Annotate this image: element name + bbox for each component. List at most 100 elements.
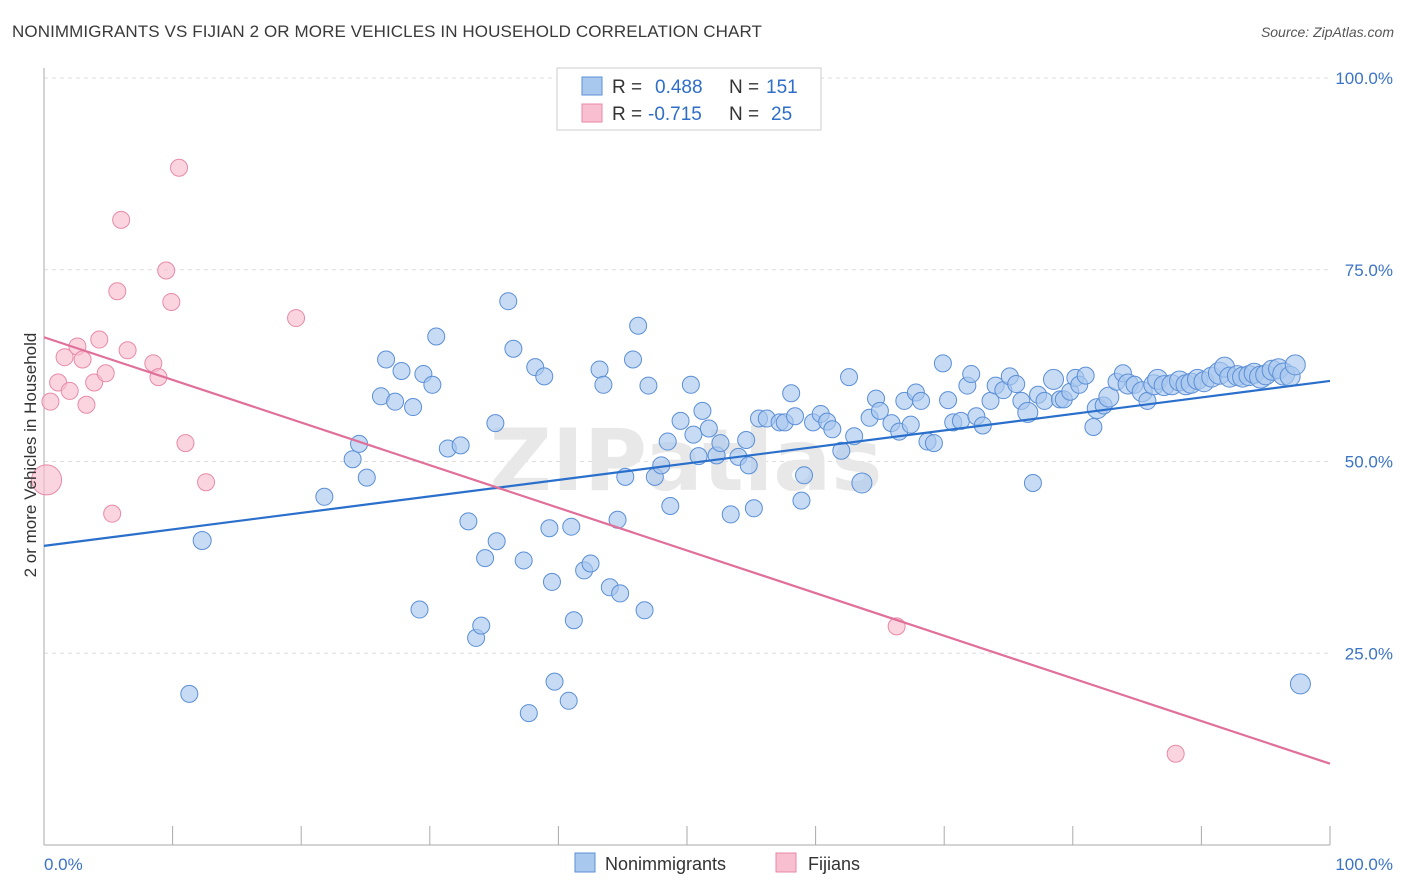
source-label: Source: ZipAtlas.com	[1260, 24, 1394, 40]
y-tick-label-25: 25.0%	[1345, 644, 1393, 663]
nonimmigrants-point-17	[459, 512, 478, 531]
nonimmigrants-point-51	[671, 411, 690, 430]
nonimmigrants-point-96	[962, 365, 981, 384]
nonimmigrants-point-75	[823, 420, 842, 439]
nonimmigrants-point-71	[795, 466, 814, 485]
legend-r-value-1: -0.715	[648, 104, 702, 125]
nonimmigrants-point-16	[451, 436, 470, 455]
nonimmigrants-point-21	[487, 532, 506, 551]
nonimmigrants-point-68	[782, 384, 801, 403]
nonimmigrants-point-55	[693, 401, 712, 420]
legend-n-value-0: 151	[766, 77, 798, 98]
nonimmigrants-point-23	[499, 292, 518, 311]
nonimmigrants-point-119	[1098, 386, 1120, 408]
nonimmigrants-point-7	[377, 350, 396, 369]
axes	[43, 68, 1331, 846]
nonimmigrants-point-86	[901, 415, 920, 434]
nonimmigrants-point-38	[594, 375, 613, 394]
legend-n-label-0: N =	[729, 77, 759, 98]
fijians-point-1	[41, 392, 60, 411]
bottom-legend-label-fijians: Fijians	[808, 854, 860, 874]
fijians-point-22	[287, 309, 306, 328]
bottom-legend-swatch-fijians	[775, 852, 797, 873]
nonimmigrants-point-63	[744, 499, 763, 518]
nonimmigrants-point-44	[629, 316, 648, 335]
nonimmigrants-point-13	[423, 375, 442, 394]
fijians-point-12	[108, 282, 127, 301]
fijians-point-9	[90, 330, 109, 349]
legend-r-label-0: R =	[612, 77, 642, 98]
nonimmigrants-point-50	[661, 496, 680, 515]
nonimmigrants-point-92	[939, 391, 958, 410]
bottom-legend-swatch-nonimmigrants	[574, 852, 596, 873]
nonimmigrants-point-33	[562, 517, 581, 536]
y-tick-label-75: 75.0%	[1345, 261, 1393, 280]
nonimmigrants-point-76	[832, 441, 851, 460]
fijians-point-6	[73, 350, 92, 369]
fijians-point-10	[96, 364, 115, 383]
nonimmigrants-point-150	[1289, 673, 1311, 695]
nonimmigrants-point-109	[1043, 368, 1065, 390]
fijians-point-13	[112, 210, 131, 229]
nonimmigrants-point-11	[410, 600, 429, 619]
nonimmigrants-point-10	[404, 398, 423, 417]
nonimmigrants-point-116	[1084, 417, 1103, 436]
fijians-point-17	[157, 261, 176, 280]
nonimmigrants-point-90	[924, 434, 943, 453]
legend: R = 0.488 N = 151 R = -0.715 N = 25	[556, 67, 822, 131]
fijians-point-3	[55, 348, 74, 367]
nonimmigrants-point-59	[721, 505, 740, 524]
trend-line-fijians	[43, 336, 1331, 765]
y-axis-label: 2 or more Vehicles in Household	[21, 333, 40, 578]
nonimmigrants-point-28	[535, 367, 554, 386]
nonimmigrants-point-88	[912, 391, 931, 410]
nonimmigrants-point-41	[611, 584, 630, 603]
chart-title: NONIMMIGRANTS VS FIJIAN 2 OR MORE VEHICL…	[12, 22, 763, 41]
nonimmigrants-point-69	[786, 407, 805, 426]
y-tick-label-100: 100.0%	[1335, 69, 1393, 88]
nonimmigrants-point-22	[486, 414, 505, 433]
nonimmigrants-point-103	[1007, 375, 1026, 394]
nonimmigrants-point-61	[737, 431, 756, 450]
nonimmigrants-point-34	[564, 611, 583, 630]
nonimmigrants-point-19	[472, 616, 491, 635]
nonimmigrants-point-29	[540, 519, 559, 538]
nonimmigrants-point-24	[504, 339, 523, 358]
fijians-point-24	[1166, 744, 1185, 763]
legend-r-label-1: R =	[612, 104, 642, 125]
fijians-point-20	[176, 434, 195, 453]
y-tick-label-50: 50.0%	[1345, 453, 1393, 472]
fijians-point-7	[77, 395, 96, 414]
fijians-point-0	[31, 464, 63, 496]
x-tick-label-min: 0.0%	[44, 855, 83, 874]
nonimmigrants-point-32	[559, 691, 578, 710]
nonimmigrants-point-25	[514, 551, 533, 570]
bottom-legend: Nonimmigrants Fijians	[574, 852, 860, 874]
fijians-point-14	[118, 341, 137, 360]
nonimmigrants-point-30	[542, 572, 561, 591]
nonimmigrants-point-3	[343, 450, 362, 469]
fijians-point-21	[197, 473, 216, 492]
nonimmigrants-point-56	[699, 419, 718, 438]
nonimmigrants-point-62	[739, 456, 758, 475]
nonimmigrants-point-37	[590, 360, 609, 379]
bottom-legend-label-nonimmigrants: Nonimmigrants	[605, 854, 726, 874]
gridlines	[44, 77, 1330, 654]
nonimmigrants-point-0	[192, 531, 212, 551]
nonimmigrants-point-115	[1076, 366, 1095, 385]
nonimmigrants-point-49	[658, 432, 677, 451]
nonimmigrants-point-14	[427, 327, 446, 346]
nonimmigrants-point-53	[684, 425, 703, 444]
fijians-point-4	[60, 381, 79, 400]
series-nonimmigrants	[180, 292, 1311, 723]
nonimmigrants-point-45	[635, 601, 654, 620]
nonimmigrants-point-26	[519, 704, 538, 723]
fijians-point-19	[170, 158, 189, 177]
tick-labels: 25.0% 50.0% 75.0% 100.0% 0.0% 100.0%	[44, 69, 1393, 874]
nonimmigrants-point-58	[711, 434, 730, 453]
nonimmigrants-point-108	[1035, 391, 1054, 410]
nonimmigrants-point-20	[476, 549, 495, 568]
legend-swatch-fijians	[581, 103, 603, 123]
nonimmigrants-point-31	[545, 672, 564, 691]
